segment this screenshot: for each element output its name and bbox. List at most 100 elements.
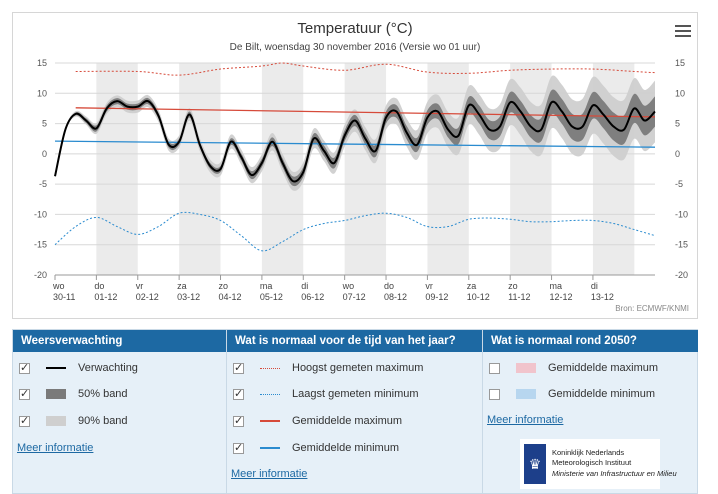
swatch-2050-max [516, 363, 536, 373]
y-tick-label-right: -20 [675, 270, 688, 280]
more-info-link-normal[interactable]: Meer informatie [231, 468, 308, 480]
label-hist-min: Laagst gemeten minimum [292, 388, 419, 400]
swatch-avg-min [260, 447, 280, 449]
hamburger-menu-icon[interactable] [675, 25, 691, 39]
x-tick-label-weekday: wo [52, 281, 65, 291]
checkbox-verwachting[interactable] [19, 361, 30, 374]
checkbox-band50[interactable] [19, 387, 30, 400]
x-tick-label-date: 11-12 [508, 292, 530, 302]
x-tick-label-date: 12-12 [550, 292, 573, 302]
checkbox-avg-max[interactable] [233, 414, 244, 427]
x-tick-label-date: 04-12 [219, 292, 242, 302]
y-tick-label-right: 0 [675, 149, 680, 159]
legend-item-band90[interactable]: 90% band [19, 413, 128, 429]
y-tick-label-right: -15 [675, 240, 688, 250]
legend-item-hist-max[interactable]: Hoogst gemeten maximum [233, 360, 423, 376]
label-band90: 90% band [78, 415, 128, 427]
x-tick-label-weekday: wo [342, 281, 355, 291]
x-tick-label-weekday: do [94, 281, 104, 291]
checkbox-2050-min[interactable] [489, 388, 500, 400]
checkbox-hist-min[interactable] [233, 387, 244, 400]
legend-heading-forecast: Weersverwachting [13, 330, 226, 352]
x-tick-label-weekday: di [591, 281, 598, 291]
x-tick-label-weekday: za [177, 281, 187, 291]
y-tick-label-left: -5 [39, 179, 47, 189]
label-verwachting: Verwachting [78, 362, 138, 374]
x-tick-label-weekday: zo [508, 281, 518, 291]
y-tick-label-left: 15 [37, 58, 47, 68]
y-tick-label-left: -20 [34, 270, 47, 280]
x-tick-label-weekday: vr [425, 281, 433, 291]
legend-item-avg-min[interactable]: Gemiddelde minimum [233, 440, 399, 456]
swatch-hist-min [260, 393, 280, 395]
series-avg-max [75, 107, 656, 118]
x-tick-label-weekday: ma [550, 281, 563, 291]
legend-item-2050-max[interactable]: Gemiddelde maximum [489, 360, 658, 376]
chart-panel: 15 15 10 10 5 5 0 0 -5 -5 -10 -10 -15 -15 -20 -20 wo 30-1… [12, 12, 698, 319]
logo-line-1: Koninklijk Nederlands [552, 448, 625, 457]
x-tick-label-date: 01-12 [94, 292, 117, 302]
series-hist-max [75, 62, 656, 76]
x-tick-label-date: 07-12 [343, 292, 366, 302]
x-tick-label-date: 30-11 [53, 292, 75, 302]
x-tick-label-weekday: ma [260, 281, 273, 291]
legend-item-hist-min[interactable]: Laagst gemeten minimum [233, 386, 419, 402]
y-tick-label-left: -15 [34, 240, 47, 250]
y-tick-label-right: 5 [675, 119, 680, 129]
y-tick-label-left: -10 [34, 209, 47, 219]
legend-item-2050-min[interactable]: Gemiddelde minimum [489, 386, 655, 402]
day-column-shade [96, 63, 138, 275]
day-column-shade [344, 63, 387, 275]
series-hist-min [54, 211, 656, 252]
swatch-verwachting [46, 367, 66, 369]
legend-column-normal: Wat is normaal voor de tijd van het jaar… [226, 330, 483, 493]
x-tick-label-weekday: di [301, 281, 308, 291]
chart-subtitle: De Bilt, woensdag 30 november 2016 (Vers… [230, 42, 481, 53]
swatch-band50 [46, 389, 66, 399]
y-tick-label-right: 15 [675, 58, 685, 68]
legend-item-band50[interactable]: 50% band [19, 386, 128, 402]
label-2050-max: Gemiddelde maximum [548, 362, 659, 374]
y-tick-label-right: -5 [675, 179, 683, 189]
x-tick-label-date: 03-12 [177, 292, 200, 302]
checkbox-avg-min[interactable] [233, 441, 244, 454]
x-tick-label-date: 10-12 [467, 292, 490, 302]
more-info-link-2050[interactable]: Meer informatie [487, 414, 564, 426]
x-tick-label-weekday: za [467, 281, 477, 291]
legend-item-avg-max[interactable]: Gemiddelde maximum [233, 413, 402, 429]
legend-column-2050: Wat is normaal rond 2050? Gemiddelde max… [482, 330, 698, 493]
label-hist-max: Hoogst gemeten maximum [292, 362, 424, 374]
legend-item-verwachting[interactable]: Verwachting [19, 360, 138, 376]
legend-column-forecast: Weersverwachting Verwachting 50% band 90… [13, 330, 226, 493]
checkbox-2050-max[interactable] [489, 362, 500, 374]
swatch-hist-max [260, 367, 280, 369]
y-tick-label-right: -10 [675, 209, 688, 219]
label-avg-min: Gemiddelde minimum [292, 442, 399, 454]
series-verwachting [54, 99, 656, 183]
x-tick-label-date: 06-12 [301, 292, 324, 302]
swatch-avg-max [260, 420, 280, 422]
x-tick-label-weekday: zo [219, 281, 229, 291]
knmi-logo: ♛ Koninklijk Nederlands Meteorologisch I… [520, 439, 677, 489]
legend-heading-2050: Wat is normaal rond 2050? [483, 330, 698, 352]
swatch-band90 [46, 416, 66, 426]
y-tick-label-left: 0 [42, 149, 47, 159]
swatch-2050-min [516, 389, 536, 399]
x-tick-label-date: 09-12 [425, 292, 448, 302]
y-tick-label-left: 5 [42, 119, 47, 129]
day-column-shade [427, 63, 469, 275]
more-info-link-forecast[interactable]: Meer informatie [17, 442, 94, 454]
legend-panel: Weersverwachting Verwachting 50% band 90… [12, 329, 698, 494]
series-avg-min [54, 140, 656, 148]
crest-icon: ♛ [524, 444, 546, 484]
label-avg-max: Gemiddelde maximum [292, 415, 403, 427]
x-tick-label-weekday: do [384, 281, 394, 291]
checkbox-hist-max[interactable] [233, 361, 244, 374]
x-tick-label-date: 13-12 [591, 292, 614, 302]
x-tick-label-date: 02-12 [136, 292, 159, 302]
logo-line-2: Meteorologisch Instituut [552, 458, 632, 467]
chart-source: Bron: ECMWF/KNMI [615, 304, 689, 313]
checkbox-band90[interactable] [19, 414, 30, 427]
logo-line-3: Ministerie van Infrastructuur en Milieu [552, 469, 677, 478]
